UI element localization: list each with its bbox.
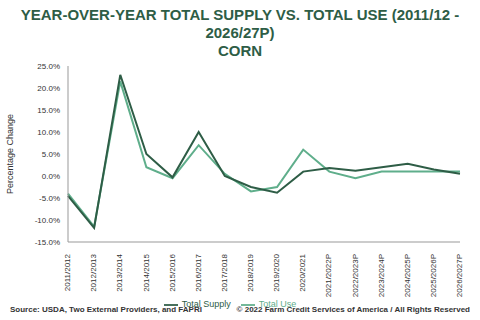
html-text:CORN: CORN (217, 42, 263, 59)
svg-text:-10.0%: -10.0% (35, 216, 60, 225)
svg-text:2026/2027P: 2026/2027P (455, 254, 464, 297)
svg-text:2021/2022P: 2021/2022P (324, 254, 333, 297)
svg-text:2022/2023P: 2022/2023P (351, 254, 360, 297)
svg-text:15.0%: 15.0% (37, 106, 60, 115)
svg-text:2012/2013: 2012/2013 (89, 253, 98, 291)
svg-text:2018/2019: 2018/2019 (246, 253, 255, 291)
svg-text:2014/2015: 2014/2015 (142, 253, 151, 291)
svg-text:10.0%: 10.0% (37, 128, 60, 137)
svg-text:-15.0%: -15.0% (35, 238, 60, 247)
html-text:Source: USDA, Two External Pro: Source: USDA, Two External Providers, an… (10, 305, 202, 314)
svg-text:-5.0%: -5.0% (39, 194, 60, 203)
svg-text:2023/2024P: 2023/2024P (377, 254, 386, 297)
html-text:Total Supply: Total Supply (181, 299, 231, 310)
svg-text:20.0%: 20.0% (37, 84, 60, 93)
svg-text:25.0%: 25.0% (37, 62, 60, 71)
svg-text:Percentage Change: Percentage Change (8, 114, 15, 194)
html-text:YEAR-OVER-YEAR TOTAL SUPPLY VS: YEAR-OVER-YEAR TOTAL SUPPLY VS. TOTAL US… (20, 6, 460, 41)
svg-text:5.0%: 5.0% (42, 150, 60, 159)
html-text:© 2022 Farm Credit Services of: © 2022 Farm Credit Services of America /… (236, 305, 470, 314)
svg-text:2024/2025P: 2024/2025P (403, 254, 412, 297)
svg-text:0.0%: 0.0% (42, 172, 60, 181)
svg-text:2011/2012: 2011/2012 (63, 253, 72, 291)
svg-text:2016/2017: 2016/2017 (194, 253, 203, 291)
svg-text:2025/2026P: 2025/2026P (429, 254, 438, 297)
svg-text:2017/2018: 2017/2018 (220, 253, 229, 291)
svg-text:2019/2020: 2019/2020 (272, 253, 281, 291)
svg-text:2013/2014: 2013/2014 (115, 253, 124, 291)
html-text:Total Use: Total Use (258, 299, 297, 310)
svg-text:2020/2021: 2020/2021 (298, 253, 307, 291)
svg-text:2015/2016: 2015/2016 (168, 253, 177, 291)
